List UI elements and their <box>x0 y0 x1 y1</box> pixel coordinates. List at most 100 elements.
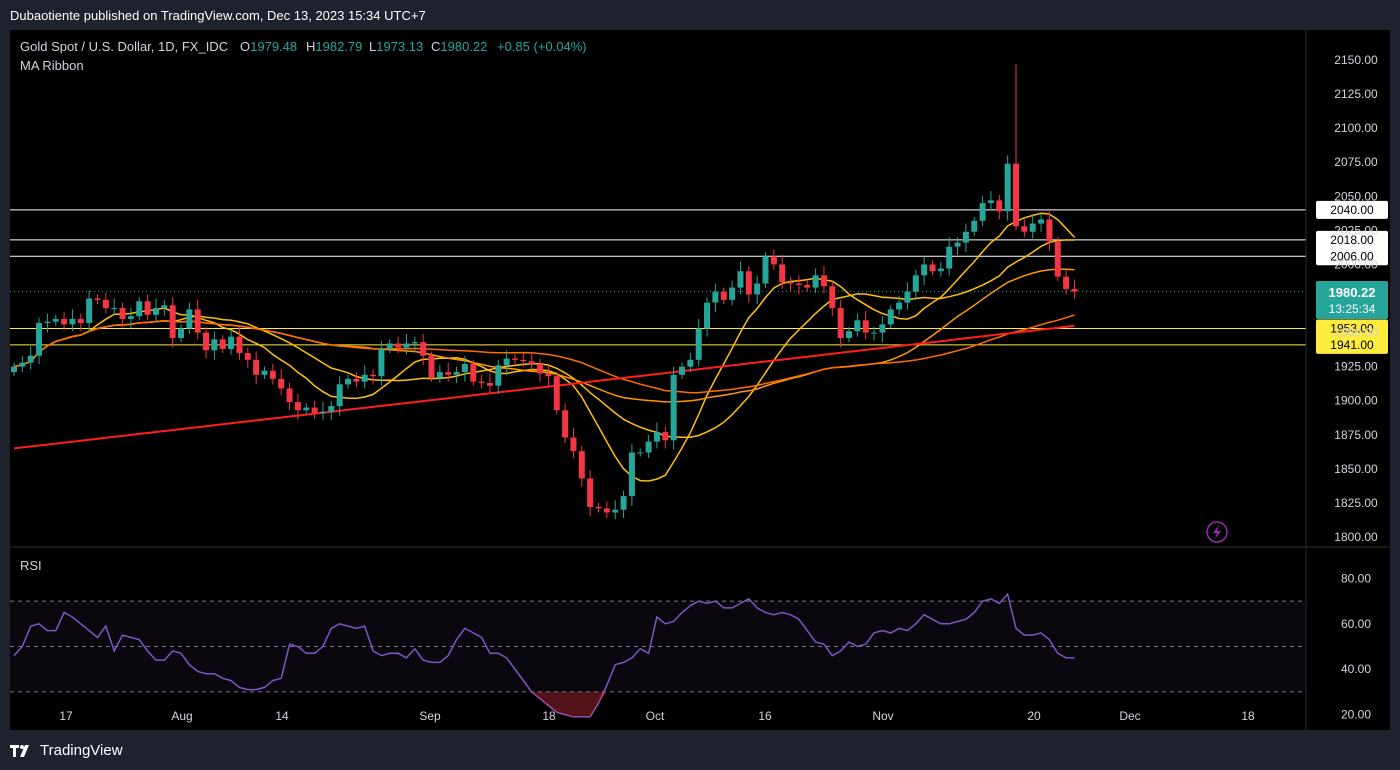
candle[interactable] <box>77 313 84 332</box>
candle[interactable] <box>495 359 502 394</box>
candle[interactable] <box>136 297 143 321</box>
rsi-line[interactable] <box>13 592 1075 718</box>
candle[interactable] <box>303 403 310 415</box>
candle[interactable] <box>269 363 276 385</box>
candle[interactable] <box>278 369 285 396</box>
candle[interactable] <box>445 362 452 382</box>
candle[interactable] <box>1021 219 1028 238</box>
candle[interactable] <box>862 310 869 340</box>
rsi-label[interactable]: RSI <box>20 558 42 573</box>
candle[interactable] <box>169 297 176 348</box>
candle[interactable] <box>628 444 635 506</box>
candle[interactable] <box>1063 269 1070 295</box>
candle[interactable] <box>286 382 293 411</box>
candle[interactable] <box>219 335 226 354</box>
candle[interactable] <box>61 312 68 330</box>
candle[interactable] <box>687 353 694 373</box>
candle[interactable] <box>620 490 627 518</box>
candle[interactable] <box>69 309 76 332</box>
candle[interactable] <box>244 347 251 369</box>
candle[interactable] <box>637 448 644 457</box>
candle[interactable] <box>804 280 811 292</box>
candle[interactable] <box>770 249 777 270</box>
ma-long-line[interactable] <box>13 324 1075 450</box>
candle[interactable] <box>812 268 819 294</box>
candle[interactable] <box>578 445 585 487</box>
candle[interactable] <box>729 280 736 306</box>
candle[interactable] <box>36 317 43 364</box>
candle[interactable] <box>737 261 744 295</box>
candle[interactable] <box>670 366 677 450</box>
candle[interactable] <box>1046 211 1053 251</box>
candle[interactable] <box>470 359 477 386</box>
candle[interactable] <box>19 355 26 373</box>
candle[interactable] <box>453 366 460 383</box>
candle[interactable] <box>946 237 953 276</box>
candle[interactable] <box>645 434 652 458</box>
legend-indicator[interactable]: MA Ribbon <box>20 58 84 73</box>
candle[interactable] <box>127 308 134 329</box>
candle[interactable] <box>11 362 17 377</box>
candle[interactable] <box>987 190 994 210</box>
candle[interactable] <box>829 280 836 317</box>
candle[interactable] <box>537 358 544 382</box>
candle[interactable] <box>203 327 210 359</box>
candle[interactable] <box>44 313 51 333</box>
candle[interactable] <box>161 299 168 317</box>
candle[interactable] <box>795 275 802 295</box>
candle[interactable] <box>1038 214 1045 232</box>
candle[interactable] <box>319 402 326 420</box>
candle[interactable] <box>971 216 978 236</box>
candle[interactable] <box>745 265 752 303</box>
candle[interactable] <box>228 329 235 355</box>
candle[interactable] <box>879 316 886 343</box>
candle[interactable] <box>871 327 878 341</box>
candle[interactable] <box>695 318 702 367</box>
candle[interactable] <box>662 426 669 449</box>
candle[interactable] <box>370 369 377 385</box>
candle[interactable] <box>937 261 944 277</box>
candle[interactable] <box>1013 159 1019 231</box>
candle[interactable] <box>403 333 410 355</box>
candle[interactable] <box>612 500 619 520</box>
candle[interactable] <box>102 293 109 314</box>
candle[interactable] <box>345 374 351 389</box>
candle[interactable] <box>1029 214 1036 239</box>
candle[interactable] <box>94 294 101 304</box>
candle[interactable] <box>996 194 1003 220</box>
candle[interactable] <box>436 365 443 383</box>
candle[interactable] <box>236 327 243 360</box>
candle[interactable] <box>27 346 34 370</box>
candle[interactable] <box>261 366 268 379</box>
candle[interactable] <box>820 265 827 294</box>
candle[interactable] <box>178 324 184 343</box>
candle[interactable] <box>1054 237 1061 281</box>
candle[interactable] <box>211 331 218 360</box>
candle[interactable] <box>353 372 360 388</box>
candle[interactable] <box>111 298 118 315</box>
candle[interactable] <box>411 336 418 352</box>
candle[interactable] <box>294 393 301 420</box>
candle[interactable] <box>553 372 560 415</box>
candle[interactable] <box>328 400 335 420</box>
candle[interactable] <box>528 351 535 371</box>
candle[interactable] <box>478 374 485 389</box>
candle[interactable] <box>846 327 852 343</box>
candle[interactable] <box>653 422 660 449</box>
candle[interactable] <box>595 502 602 513</box>
candle[interactable] <box>912 269 919 300</box>
candle[interactable] <box>754 275 761 304</box>
candle[interactable] <box>854 313 861 337</box>
candle[interactable] <box>311 400 318 419</box>
candle[interactable] <box>679 362 685 379</box>
candle[interactable] <box>887 305 894 329</box>
candle[interactable] <box>512 354 518 364</box>
candle[interactable] <box>921 256 928 285</box>
candle[interactable] <box>253 351 260 385</box>
candle[interactable] <box>704 297 711 337</box>
candle[interactable] <box>361 365 368 389</box>
candle[interactable] <box>378 340 385 386</box>
candle[interactable] <box>152 298 159 322</box>
candle[interactable] <box>587 470 594 517</box>
